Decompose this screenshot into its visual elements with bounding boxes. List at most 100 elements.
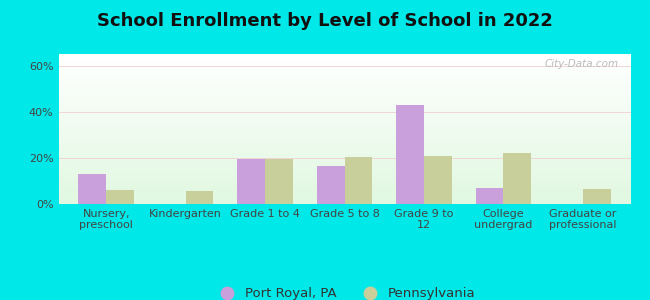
Bar [58, 127, 630, 128]
Bar [58, 71, 630, 72]
Bar [58, 97, 630, 98]
Bar [58, 55, 630, 56]
Bar [58, 88, 630, 89]
Bar [58, 58, 630, 59]
Bar [58, 126, 630, 127]
Bar [58, 114, 630, 115]
Bar [58, 175, 630, 176]
Bar [58, 180, 630, 181]
Bar [79, 174, 106, 204]
Bar [58, 183, 630, 184]
Bar [424, 155, 452, 204]
Bar [58, 79, 630, 80]
Bar [58, 81, 630, 82]
Bar [58, 82, 630, 83]
Bar [58, 202, 630, 203]
Bar [58, 182, 630, 183]
Bar [58, 110, 630, 111]
Bar [58, 87, 630, 88]
Bar [58, 137, 630, 138]
Bar [58, 160, 630, 161]
Bar [58, 63, 630, 64]
Bar [58, 67, 630, 68]
Bar [58, 163, 630, 164]
Bar [186, 191, 213, 204]
Bar [58, 186, 630, 187]
Bar [58, 96, 630, 97]
Bar [58, 140, 630, 141]
Bar [58, 76, 630, 77]
Bar [58, 158, 630, 159]
Bar [58, 187, 630, 188]
Bar [58, 78, 630, 79]
Bar [58, 100, 630, 101]
Bar [58, 176, 630, 177]
Bar [265, 159, 293, 204]
Bar [58, 91, 630, 92]
Bar [58, 146, 630, 147]
Bar [58, 69, 630, 70]
Bar [58, 124, 630, 125]
Bar [58, 132, 630, 133]
Bar [58, 153, 630, 154]
Bar [58, 160, 630, 161]
Bar [58, 82, 630, 83]
Bar [58, 85, 630, 86]
Bar [58, 202, 630, 203]
Bar [58, 184, 630, 185]
Bar [106, 190, 134, 204]
Bar [58, 116, 630, 117]
Bar [58, 95, 630, 96]
Bar [583, 189, 610, 204]
Bar [58, 72, 630, 73]
Bar [58, 149, 630, 150]
Bar [58, 150, 630, 151]
Bar [58, 166, 630, 167]
Bar [58, 121, 630, 122]
Bar [58, 171, 630, 172]
Bar [58, 64, 630, 65]
Bar [58, 93, 630, 94]
Bar [58, 167, 630, 168]
Bar [58, 105, 630, 106]
Bar [58, 188, 630, 189]
Bar [58, 122, 630, 123]
Bar [58, 90, 630, 91]
Bar [58, 120, 630, 121]
Bar [58, 129, 630, 130]
Bar [58, 112, 630, 113]
Bar [58, 193, 630, 194]
Bar [58, 195, 630, 196]
Bar [58, 56, 630, 57]
Bar [58, 165, 630, 166]
Bar [58, 174, 630, 175]
Bar [58, 161, 630, 162]
Bar [58, 162, 630, 163]
Bar [58, 59, 630, 60]
Bar [58, 197, 630, 198]
Bar [58, 70, 630, 71]
Bar [58, 151, 630, 152]
Bar [58, 156, 630, 157]
Bar [58, 194, 630, 195]
Bar [58, 141, 630, 142]
Bar [344, 157, 372, 204]
Bar [58, 170, 630, 171]
Bar [58, 109, 630, 110]
Bar [396, 105, 424, 204]
Bar [58, 115, 630, 116]
Bar [58, 83, 630, 84]
Bar [58, 118, 630, 119]
Bar [58, 135, 630, 136]
Bar [58, 89, 630, 90]
Bar [58, 77, 630, 78]
Bar [58, 178, 630, 179]
Bar [58, 117, 630, 118]
Bar [58, 100, 630, 101]
Bar [58, 66, 630, 67]
Bar [58, 159, 630, 160]
Bar [58, 57, 630, 58]
Bar [58, 130, 630, 131]
Text: City-Data.com: City-Data.com [545, 58, 619, 68]
Bar [58, 172, 630, 173]
